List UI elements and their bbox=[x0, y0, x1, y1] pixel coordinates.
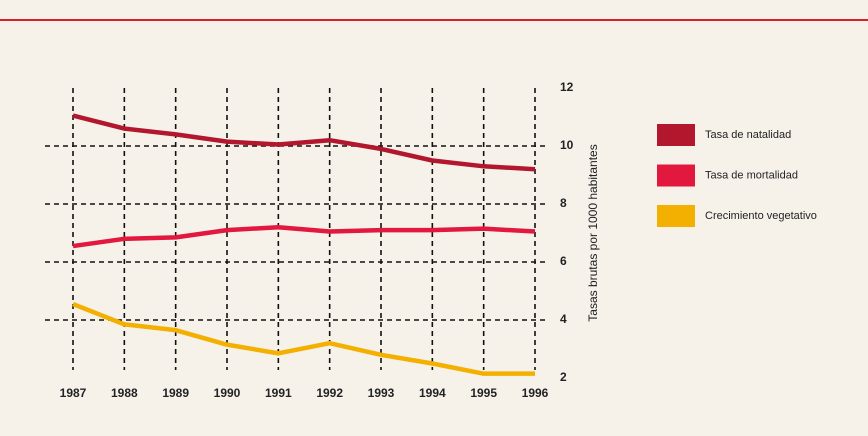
x-tick-label: 1993 bbox=[368, 386, 395, 400]
legend-swatch bbox=[657, 124, 695, 146]
x-tick-label: 1992 bbox=[316, 386, 343, 400]
x-tick-label: 1991 bbox=[265, 386, 292, 400]
y-axis-label: Tasas brutas por 1000 habitantes bbox=[586, 144, 600, 321]
legend-swatch bbox=[657, 164, 695, 187]
series-line bbox=[72, 224, 536, 249]
y-tick-label: 12 bbox=[560, 80, 574, 94]
y-tick-label: 2 bbox=[560, 370, 567, 384]
x-tick-label: 1990 bbox=[214, 386, 241, 400]
x-tick-label: 1994 bbox=[419, 386, 446, 400]
legend-swatch bbox=[657, 205, 695, 227]
x-tick-label: 1989 bbox=[162, 386, 189, 400]
x-tick-label: 1988 bbox=[111, 386, 138, 400]
x-tick-label: 1996 bbox=[522, 386, 549, 400]
y-tick-label: 8 bbox=[560, 196, 567, 210]
series-line bbox=[72, 113, 536, 172]
series-line bbox=[72, 301, 535, 376]
legend-label: Crecimiento vegetativo bbox=[705, 210, 817, 222]
legend-label: Tasa de mortalidad bbox=[705, 169, 798, 181]
y-tick-label: 6 bbox=[560, 254, 567, 268]
y-tick-label: 4 bbox=[560, 312, 567, 326]
legend-label: Tasa de natalidad bbox=[705, 129, 791, 141]
y-tick-label: 10 bbox=[560, 138, 574, 152]
x-tick-label: 1987 bbox=[60, 386, 87, 400]
x-tick-label: 1995 bbox=[470, 386, 497, 400]
